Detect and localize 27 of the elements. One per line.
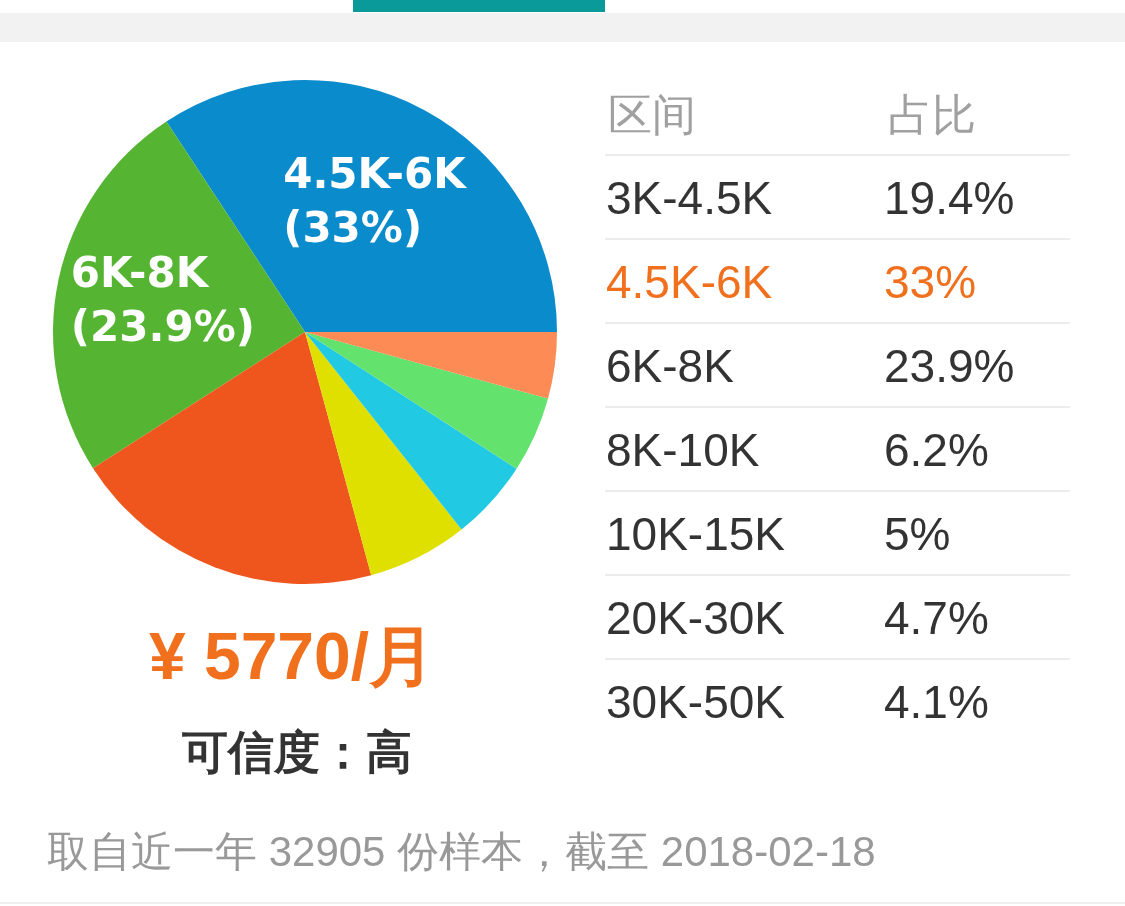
slice-label: 4.5K-6K: [283, 149, 468, 199]
category-label: 20K-30K: [606, 591, 786, 646]
pie-slice: [305, 332, 462, 576]
data-label: (23.9%): [70, 301, 255, 351]
text: 区间: [608, 89, 696, 141]
pie-slice: [305, 332, 557, 399]
pie-slice: [305, 332, 517, 530]
text: 取自近一年 32905 份样本，截至 2018-02-18: [47, 827, 876, 877]
category-label: 8K-10K: [606, 423, 760, 478]
category-label: 3K-4.5K: [606, 171, 773, 226]
pie-slice: [305, 332, 549, 469]
category-label: 30K-50K: [606, 675, 786, 730]
category-label: 4.5K-6K: [606, 255, 773, 310]
text: 4.1%: [884, 676, 989, 728]
text: ¥ 5770/月: [147, 618, 437, 694]
text: 5%: [884, 508, 951, 560]
text: 33%: [884, 256, 977, 308]
category-label: 6K-8K: [606, 339, 734, 394]
text: 占比: [888, 89, 976, 141]
category-label: 10K-15K: [606, 507, 786, 562]
slice-label: 6K-8K: [70, 247, 210, 297]
data-label: (33%): [283, 203, 423, 253]
text: 可信度：高: [181, 725, 413, 780]
text: 6.2%: [884, 424, 989, 476]
text: 4.7%: [884, 592, 989, 644]
text: 23.9%: [884, 340, 1015, 392]
text: 19.4%: [884, 172, 1015, 224]
